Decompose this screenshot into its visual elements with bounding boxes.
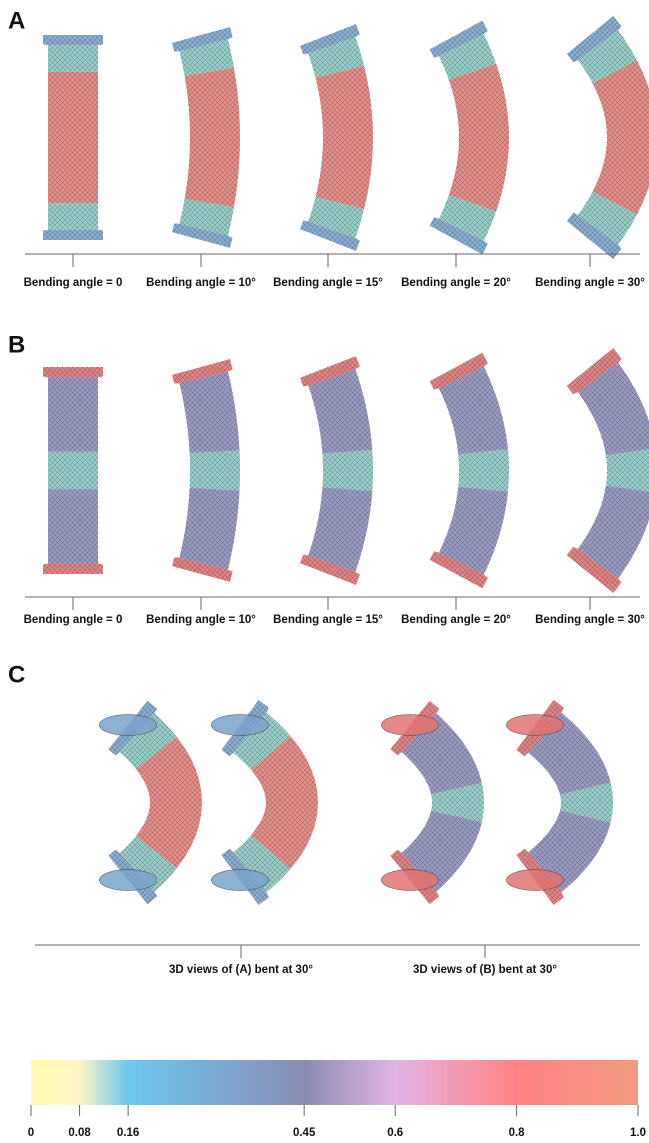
stent-mesh (179, 371, 240, 454)
stent-mesh (429, 20, 488, 58)
colorbar-tick-label: 0.16 (117, 1127, 139, 1139)
stent-mesh (429, 217, 488, 255)
stent-mesh (308, 197, 365, 239)
stent-mesh (577, 362, 649, 456)
colorbar-tick-label: 0 (28, 1127, 34, 1139)
caption-label: Bending angle = 30° (535, 614, 645, 626)
stent-mesh (119, 713, 177, 770)
stent-mesh (438, 366, 508, 455)
panel-letter: C (8, 661, 25, 688)
colorbar-tick-label: 0.8 (509, 1127, 526, 1139)
stent-mesh (43, 367, 103, 378)
stent-mesh (300, 220, 360, 251)
stent-mesh (577, 191, 637, 245)
stent-mesh (48, 45, 98, 72)
stent-mesh (48, 203, 98, 230)
stent-mesh (250, 735, 318, 870)
stent-images (43, 15, 649, 906)
stent-mesh (429, 352, 488, 390)
stent-mesh (119, 835, 177, 892)
stent-mesh (315, 65, 373, 210)
caption-label: 3D views of (A) bent at 30° (169, 964, 313, 976)
stent-mesh (577, 30, 637, 84)
caption-label: Bending angle = 0 (24, 277, 123, 289)
caption-label: Bending angle = 15° (273, 614, 383, 626)
stent-mesh (184, 67, 240, 208)
stent-mesh (431, 782, 484, 823)
caption-label: Bending angle = 30° (535, 277, 645, 289)
stent-mesh (448, 63, 509, 212)
caption-label: Bending angle = 20° (401, 277, 511, 289)
stent-mesh (566, 348, 622, 395)
stent-mesh (48, 377, 98, 452)
colorbar-tick-label: 0.6 (387, 1127, 403, 1139)
stent-mesh (189, 450, 240, 491)
caption-label: 3D views of (B) bent at 30° (413, 964, 557, 976)
stent-mesh (566, 212, 622, 260)
colorbar-tick-label: 0.45 (293, 1127, 316, 1139)
stent-mesh (233, 712, 291, 770)
stent-end (381, 869, 439, 891)
stent-mesh (48, 71, 98, 204)
stent-mesh (438, 194, 497, 241)
stent-mesh (179, 198, 234, 236)
stent-mesh (577, 485, 649, 579)
stent-mesh (429, 551, 488, 589)
stent-mesh (560, 782, 613, 823)
stent-mesh (43, 229, 103, 240)
stent-mesh (135, 736, 202, 869)
caption-label: Bending angle = 10° (146, 614, 256, 626)
caption-label: Bending angle = 20° (401, 614, 511, 626)
stent-mesh (592, 60, 649, 215)
stent-mesh (438, 34, 497, 81)
stent-mesh (43, 35, 103, 46)
stent-mesh (172, 223, 233, 248)
stent-mesh (308, 369, 373, 454)
stent-mesh (48, 489, 98, 564)
stent-mesh (322, 450, 373, 491)
caption-label: Bending angle = 0 (24, 614, 123, 626)
panel-letter: A (8, 7, 25, 34)
stent-end (506, 869, 564, 891)
stent-mesh (308, 487, 373, 572)
stent-mesh (43, 563, 103, 574)
stent-mesh (300, 24, 360, 55)
stent-end (211, 869, 269, 891)
stent-mesh (172, 27, 233, 52)
caption-label: Bending angle = 15° (273, 277, 383, 289)
stent-mesh (438, 486, 508, 575)
panel-letter: B (8, 331, 25, 358)
stent-end (211, 714, 269, 736)
stent-mesh (48, 451, 98, 490)
stent-mesh (179, 39, 234, 77)
colorbar (31, 1060, 638, 1105)
stent-mesh (566, 15, 622, 63)
colorbar-tick-label: 0.08 (68, 1127, 91, 1139)
stent-end (381, 714, 439, 736)
stent-end (99, 714, 157, 736)
stent-mesh (566, 546, 622, 593)
stent-mesh (172, 359, 233, 384)
stent-mesh (179, 487, 240, 570)
stent-mesh (308, 36, 365, 78)
stent-mesh (172, 557, 233, 582)
stent-mesh (458, 449, 509, 492)
caption-label: Bending angle = 10° (146, 277, 256, 289)
stent-end (506, 714, 564, 736)
stent-end (99, 869, 157, 891)
colorbar-tick-label: 1.0 (630, 1127, 646, 1139)
stent-mesh (605, 449, 649, 492)
stent-mesh (233, 835, 291, 893)
stent-mesh (300, 356, 360, 387)
stent-mesh (300, 554, 360, 585)
